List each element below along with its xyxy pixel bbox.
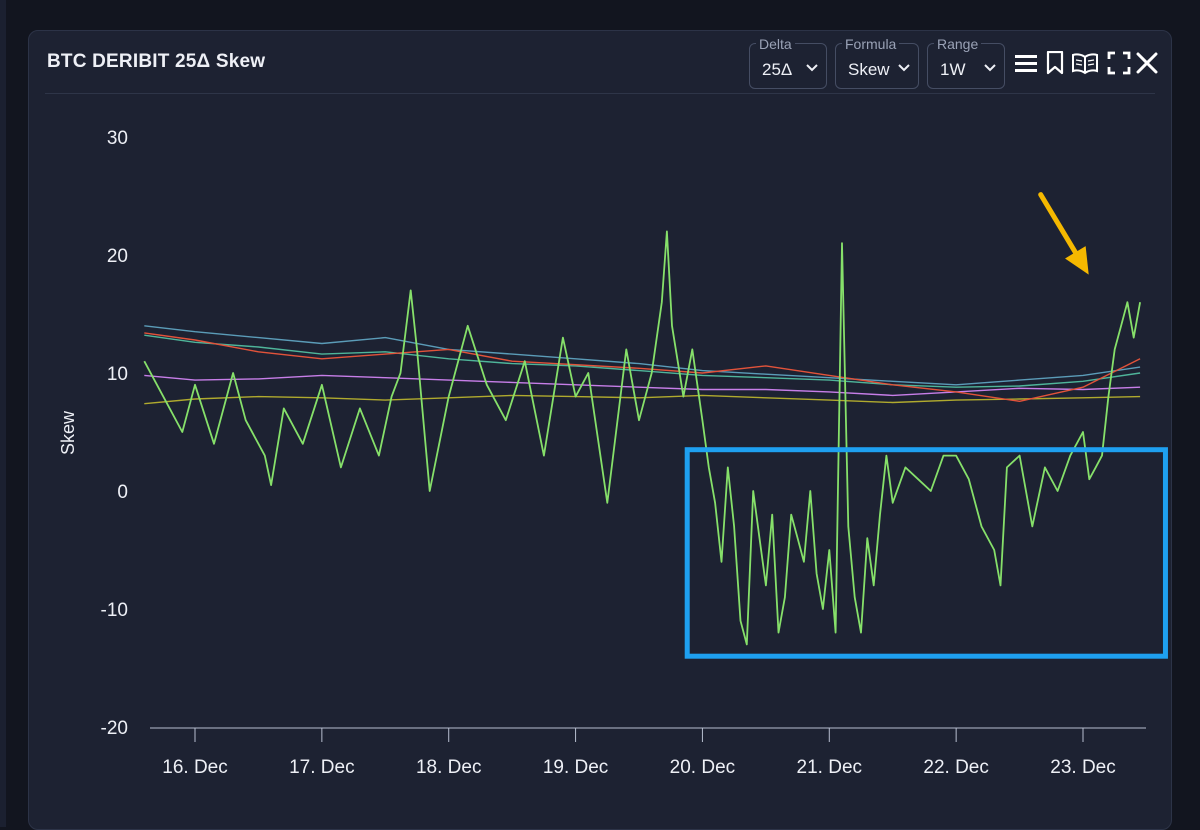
y-tick-label: 10	[107, 364, 128, 385]
y-tick-label: 0	[117, 482, 128, 503]
bookmark-icon[interactable]	[1045, 51, 1065, 75]
book-icon[interactable]	[1071, 51, 1099, 75]
arrow-shaft	[1038, 192, 1078, 255]
range-select[interactable]: Range 1W	[927, 37, 1005, 89]
range-select-label: Range	[934, 37, 982, 51]
series-purple-line	[144, 374, 1141, 397]
close-icon[interactable]	[1135, 51, 1159, 75]
series-teal-line	[144, 334, 1141, 388]
chevron-down-icon	[898, 64, 910, 72]
chevron-down-icon	[984, 64, 996, 72]
x-tick-label: 22. Dec	[923, 757, 988, 778]
x-tick-label: 21. Dec	[797, 757, 862, 778]
x-tick-label: 23. Dec	[1050, 757, 1115, 778]
chart-title: BTC DERIBIT 25Δ Skew	[47, 51, 266, 72]
y-tick-label: 20	[107, 246, 128, 267]
chevron-down-icon	[806, 64, 818, 72]
window-edge	[0, 0, 6, 827]
header-divider	[45, 93, 1155, 94]
delta-select-value: 25Δ	[762, 60, 793, 79]
x-tick-label: 16. Dec	[162, 757, 227, 778]
series-blue-line	[144, 325, 1141, 386]
delta-select[interactable]: Delta 25Δ	[749, 37, 827, 89]
y-tick-label: -20	[101, 718, 128, 739]
series-olive-line	[144, 394, 1141, 405]
y-axis-title: Skew	[58, 410, 78, 455]
x-tick-label: 17. Dec	[289, 757, 354, 778]
x-tick-label: 19. Dec	[543, 757, 608, 778]
formula-select-value: Skew	[848, 60, 890, 79]
series-green-line	[143, 230, 1141, 646]
delta-select-label: Delta	[756, 37, 795, 51]
fullscreen-icon[interactable]	[1107, 51, 1131, 75]
formula-select[interactable]: Formula Skew	[835, 37, 919, 89]
annotation-arrow	[1038, 192, 1089, 275]
chart-panel: BTC DERIBIT 25Δ Skew Delta 25Δ Formula S…	[28, 30, 1172, 830]
arrow-head	[1065, 246, 1089, 275]
x-tick-label: 18. Dec	[416, 757, 481, 778]
highlight-box	[684, 447, 1168, 659]
series-red-line	[144, 332, 1141, 402]
formula-select-label: Formula	[842, 37, 900, 51]
y-tick-label: -10	[101, 600, 128, 621]
menu-icon[interactable]	[1014, 51, 1038, 75]
y-tick-label: 30	[107, 128, 128, 149]
range-select-value: 1W	[940, 60, 966, 79]
x-tick-label: 20. Dec	[670, 757, 735, 778]
